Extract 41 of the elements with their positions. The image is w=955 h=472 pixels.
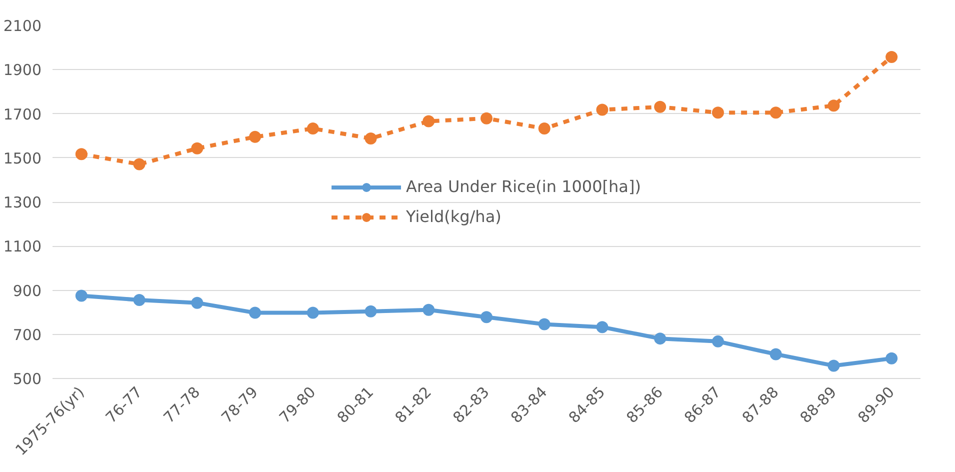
- legend-label: Area Under Rice(in 1000[ha]): [406, 177, 641, 196]
- point: [828, 360, 840, 372]
- point: [712, 335, 724, 348]
- point: [770, 348, 782, 360]
- y-tick-label: 1700: [3, 105, 42, 124]
- point: [191, 296, 204, 309]
- point: [596, 321, 608, 334]
- point: [306, 122, 319, 135]
- y-tick-label: 1500: [3, 149, 42, 168]
- point: [596, 104, 608, 116]
- y-tick-label: 1100: [3, 238, 42, 256]
- legend-label: Yield(kg/ha): [406, 207, 502, 226]
- y-tick-label: 1300: [3, 194, 42, 212]
- point: [75, 290, 88, 302]
- point: [886, 352, 898, 364]
- y-tick-label: 2100: [3, 17, 42, 35]
- point: [654, 332, 666, 345]
- point: [249, 306, 262, 319]
- y-tick-label: 700: [12, 326, 42, 344]
- point: [364, 305, 377, 318]
- point: [191, 142, 204, 154]
- y-tick-label: 1900: [3, 61, 42, 80]
- y-tick-label: 900: [12, 282, 42, 300]
- point: [770, 106, 782, 119]
- point: [480, 112, 492, 124]
- point: [364, 132, 377, 144]
- point: [422, 115, 435, 128]
- point: [480, 311, 492, 324]
- point: [133, 294, 146, 306]
- point: [654, 100, 666, 113]
- point: [133, 158, 146, 170]
- y-tick-label: 500: [12, 370, 42, 388]
- point: [886, 51, 898, 64]
- point: [538, 122, 550, 135]
- point: [828, 100, 840, 112]
- point: [422, 304, 435, 316]
- point: [538, 318, 550, 330]
- point: [306, 306, 319, 319]
- point: [249, 130, 262, 143]
- point: [75, 148, 88, 160]
- point: [712, 106, 724, 119]
